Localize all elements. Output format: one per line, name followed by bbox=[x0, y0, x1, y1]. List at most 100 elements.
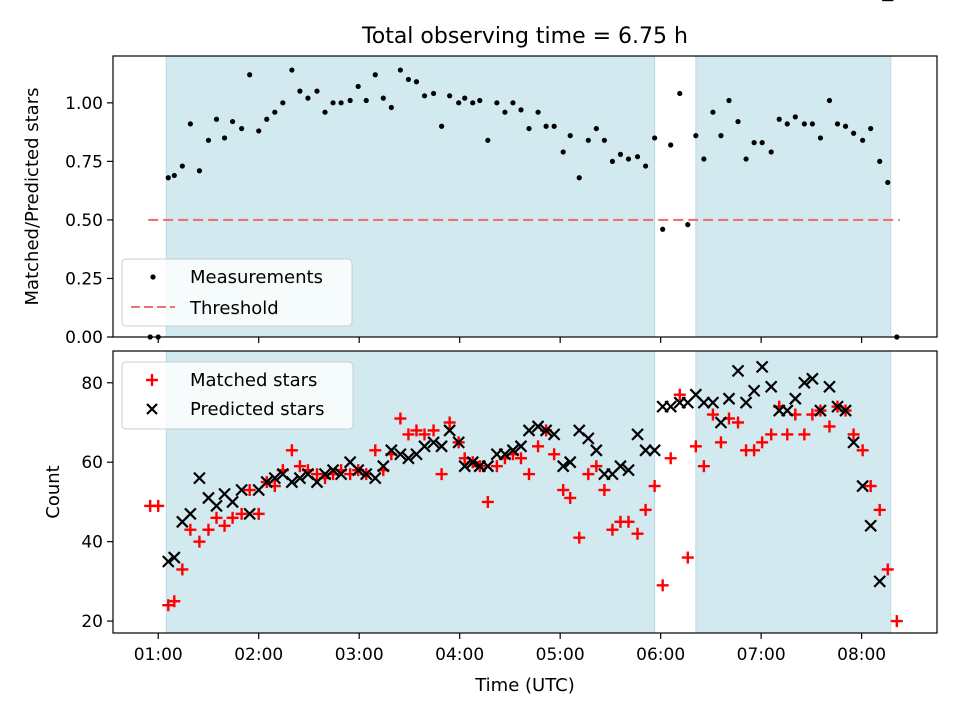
predicted-star-point bbox=[184, 507, 197, 521]
top-x-ticks bbox=[157, 337, 863, 343]
matched-star-point bbox=[714, 436, 727, 449]
matched-star-point bbox=[427, 424, 440, 437]
predicted-star-point bbox=[547, 428, 561, 441]
measurement-point bbox=[405, 76, 412, 83]
x-tick-label: 04:00 bbox=[435, 645, 484, 665]
measurement-point bbox=[759, 140, 765, 146]
measurement-point bbox=[165, 175, 171, 181]
predicted-star-point bbox=[531, 420, 545, 433]
matched-star-point bbox=[523, 468, 536, 481]
measurement-point bbox=[585, 137, 591, 143]
predicted-legend-label: Predicted stars bbox=[190, 399, 324, 420]
measurement-point bbox=[576, 175, 582, 181]
measurement-point bbox=[668, 142, 674, 148]
matched-star-point bbox=[798, 428, 811, 441]
predicted-star-point bbox=[856, 479, 869, 493]
predicted-star-point bbox=[697, 396, 711, 409]
measurement-point bbox=[347, 97, 353, 104]
measurement-point bbox=[430, 90, 437, 97]
matched-star-point bbox=[548, 448, 561, 461]
predicted-star-point bbox=[764, 380, 778, 394]
measurement-point bbox=[526, 125, 532, 132]
measurement-point bbox=[297, 88, 303, 94]
matched-star-point bbox=[210, 511, 223, 524]
predicted-star-point bbox=[780, 404, 794, 417]
predicted-star-point bbox=[226, 495, 239, 509]
measurement-point bbox=[817, 135, 824, 141]
measurement-point bbox=[305, 95, 311, 101]
predicted-star-point bbox=[847, 436, 860, 449]
measurement-point bbox=[518, 107, 524, 113]
predicted-star-point bbox=[539, 424, 553, 437]
matched-star-point bbox=[235, 507, 248, 520]
predicted-star-point bbox=[458, 459, 471, 473]
matched-star-point bbox=[706, 408, 719, 421]
measurement-point bbox=[388, 104, 394, 111]
predicted-star-point bbox=[664, 400, 677, 413]
matched-star-point bbox=[293, 460, 306, 473]
measurement-point bbox=[751, 140, 757, 146]
predicted-star-point bbox=[739, 396, 753, 409]
threshold-legend-label: Threshold bbox=[189, 298, 279, 319]
y-tick-label: 0.25 bbox=[65, 269, 103, 289]
predicted-star-point bbox=[798, 376, 811, 390]
measurement-point bbox=[642, 163, 649, 169]
measurement-point bbox=[179, 163, 185, 169]
measurement-point bbox=[593, 125, 599, 132]
measurement-point bbox=[477, 97, 483, 104]
measurement-point bbox=[617, 151, 624, 157]
measurement-point bbox=[677, 90, 683, 97]
matched-star-point bbox=[481, 495, 494, 508]
measurement-point bbox=[421, 93, 428, 99]
predicted-star-point bbox=[806, 372, 819, 386]
predicted-star-point bbox=[293, 471, 307, 485]
predicted-star-point bbox=[873, 575, 886, 588]
predicted-star-point bbox=[556, 459, 570, 473]
top-y-ticks: 0.00 0.25 0.50 0.75 1.00 bbox=[65, 94, 113, 348]
predicted-star-points bbox=[161, 0, 894, 588]
predicted-star-point bbox=[714, 416, 728, 429]
predicted-star-point bbox=[590, 444, 603, 457]
predicted-star-point bbox=[377, 459, 390, 473]
measurement-point bbox=[314, 88, 320, 94]
y-tick-label: 80 bbox=[81, 374, 103, 394]
measurement-point bbox=[567, 133, 573, 139]
measurement-point bbox=[718, 133, 724, 139]
measurement-point bbox=[850, 130, 857, 136]
measurement-point bbox=[784, 121, 790, 127]
measurement-point bbox=[792, 114, 798, 120]
top-legend-box bbox=[121, 258, 353, 327]
measurement-point bbox=[413, 79, 420, 85]
measurement-point bbox=[735, 118, 741, 125]
matched-star-point bbox=[394, 412, 407, 425]
predicted-star-point bbox=[722, 392, 736, 405]
predicted-star-point bbox=[514, 440, 528, 453]
predicted-star-point bbox=[814, 404, 827, 417]
x-tick-label: 07:00 bbox=[737, 645, 786, 665]
measurement-point bbox=[826, 97, 833, 104]
y-tick-label: 0.50 bbox=[65, 211, 103, 231]
predicted-star-point bbox=[402, 451, 415, 465]
predicted-star-point bbox=[385, 444, 398, 457]
matched-legend-marker bbox=[146, 374, 158, 386]
measurement-point bbox=[363, 97, 369, 104]
predicted-star-point bbox=[418, 440, 431, 453]
matched-star-point bbox=[152, 499, 165, 512]
bottom-panel-frame bbox=[112, 350, 938, 634]
matched-star-point bbox=[418, 428, 431, 441]
predicted-star-point bbox=[789, 392, 802, 405]
x-axis-label: Time (UTC) bbox=[474, 675, 575, 696]
matched-star-point bbox=[410, 424, 423, 437]
x-tick-label: 03:00 bbox=[335, 645, 384, 665]
measurement-point bbox=[768, 149, 774, 155]
x-tick-label: 08:00 bbox=[837, 645, 886, 665]
measurement-point bbox=[842, 123, 849, 129]
predicted-star-point bbox=[427, 436, 440, 449]
measurement-point bbox=[372, 72, 378, 78]
predicted-star-point bbox=[631, 428, 644, 441]
x-tick-label: 05:00 bbox=[536, 645, 585, 665]
matched-star-point bbox=[689, 440, 702, 453]
predicted-star-point bbox=[235, 483, 248, 497]
predicted-star-point bbox=[639, 444, 652, 457]
